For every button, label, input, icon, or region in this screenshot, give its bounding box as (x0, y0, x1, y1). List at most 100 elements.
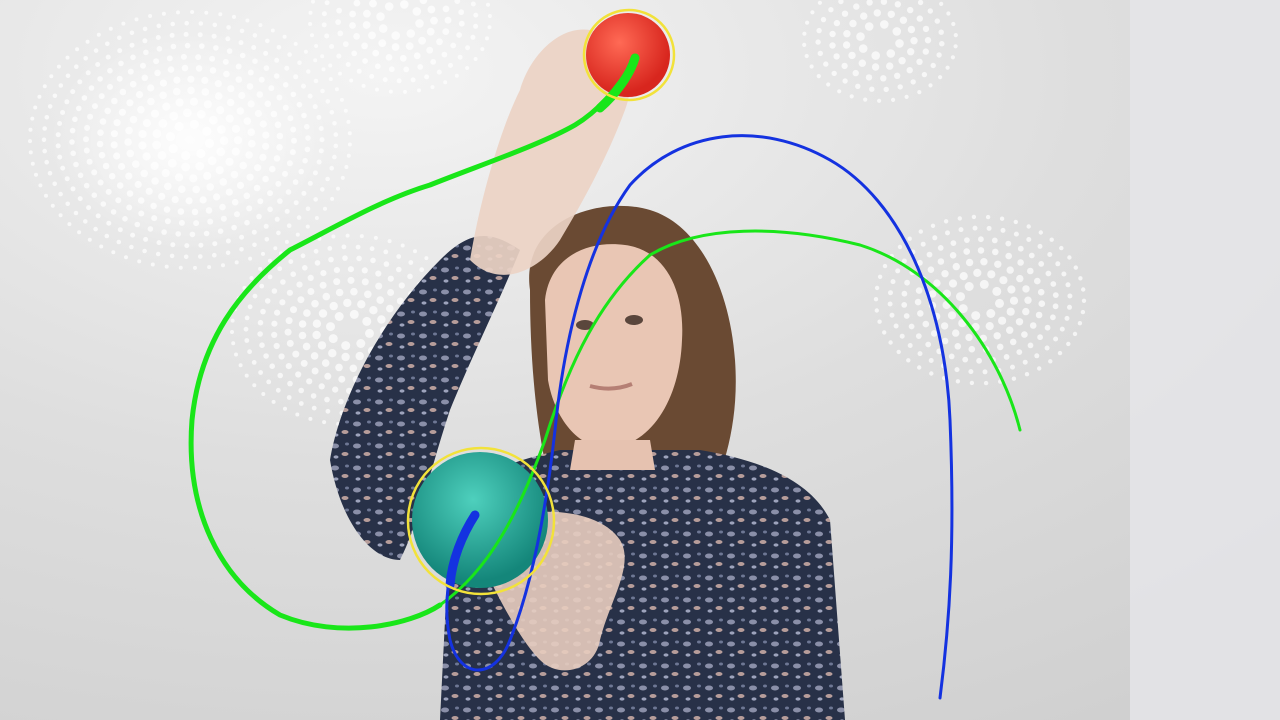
wallpaper-dot (148, 14, 153, 18)
wallpaper-dot (938, 29, 944, 35)
wallpaper-dot (311, 405, 317, 411)
wallpaper-dot (105, 188, 112, 195)
wallpaper-dot (178, 185, 186, 193)
wallpaper-dot (895, 39, 904, 48)
wallpaper-dot (204, 10, 209, 15)
wallpaper-dot (917, 259, 923, 266)
wallpaper-dot (264, 100, 272, 108)
wallpaper-dot (338, 375, 346, 383)
wallpaper-dot (1053, 336, 1059, 342)
wallpaper-dot (218, 12, 223, 17)
wallpaper-dot (333, 143, 339, 149)
wallpaper-dot (122, 216, 128, 222)
wallpaper-dot (907, 25, 916, 34)
wallpaper-dot (968, 369, 974, 375)
wallpaper-dot (130, 232, 136, 238)
wallpaper-dot (129, 80, 137, 88)
wallpaper-dot (823, 61, 829, 67)
wallpaper-dot (384, 2, 394, 11)
wallpaper-dot (373, 235, 378, 240)
wallpaper-dot (134, 221, 141, 228)
wallpaper-dot (264, 237, 270, 242)
wallpaper-dot (889, 312, 895, 318)
wallpaper-dot (290, 91, 297, 98)
wallpaper-dot (430, 85, 435, 90)
wallpaper-dot (214, 80, 222, 88)
wallpaper-dot (1067, 293, 1073, 299)
wallpaper-dot (239, 234, 245, 240)
wallpaper-dot (949, 252, 957, 259)
wallpaper-dot (247, 100, 255, 108)
wallpaper-dot (842, 78, 848, 84)
wallpaper-dot (322, 420, 327, 425)
wallpaper-dot (303, 309, 311, 317)
wallpaper-dot (92, 103, 98, 110)
wallpaper-dot (113, 152, 121, 160)
wallpaper-dot (174, 121, 184, 132)
wallpaper-dot (907, 343, 913, 348)
wallpaper-dot (169, 111, 179, 121)
wallpaper-dot (282, 104, 289, 111)
wallpaper-dot (442, 28, 450, 35)
wallpaper-dot (298, 331, 307, 340)
wallpaper-dot (1061, 271, 1067, 277)
wallpaper-dot (802, 42, 807, 48)
wallpaper-dot (195, 65, 203, 72)
wallpaper-dot (225, 188, 233, 196)
wallpaper-dot (321, 67, 326, 72)
wallpaper-dot (247, 304, 253, 310)
wallpaper-dot (290, 126, 297, 133)
wallpaper-dot (312, 319, 322, 328)
wallpaper-dot (910, 37, 918, 45)
wallpaper-dot (69, 127, 76, 134)
wallpaper-dot (124, 138, 132, 146)
wallpaper-dot (917, 310, 924, 317)
wallpaper-dot (305, 135, 311, 141)
wallpaper-dot (310, 33, 314, 38)
wallpaper-dot (217, 125, 226, 134)
wallpaper-dot (285, 189, 292, 195)
wallpaper-dot (963, 248, 970, 255)
wallpaper-dot (305, 206, 311, 212)
right-eye (625, 315, 643, 325)
wallpaper-dot (340, 175, 345, 180)
wallpaper-dot (199, 196, 207, 204)
wallpaper-dot (880, 75, 887, 82)
wallpaper-dot (349, 78, 354, 83)
wallpaper-dot (49, 74, 54, 79)
wallpaper-dot (214, 92, 223, 100)
wallpaper-dot (130, 54, 136, 61)
wallpaper-dot (276, 132, 284, 140)
wallpaper-dot (285, 363, 292, 370)
wallpaper-dot (86, 158, 93, 165)
wallpaper-dot (50, 203, 55, 208)
wallpaper-dot (410, 77, 416, 83)
wallpaper-dot (339, 97, 344, 102)
wallpaper-dot (896, 349, 901, 355)
wallpaper-dot (279, 299, 286, 306)
wallpaper-dot (70, 186, 76, 192)
wallpaper-dot (164, 218, 171, 225)
wallpaper-dot (953, 33, 958, 38)
wallpaper-dot (320, 187, 325, 192)
wallpaper-dot (216, 147, 226, 157)
wallpaper-dot (1050, 314, 1056, 321)
wallpaper-dot (293, 41, 298, 46)
wallpaper-dot (1013, 231, 1019, 237)
wallpaper-dot (231, 147, 240, 156)
wallpaper-dot (886, 62, 894, 70)
wallpaper-dot (1006, 326, 1014, 334)
wallpaper-dot (347, 266, 354, 273)
wallpaper-dot (44, 193, 48, 198)
wallpaper-dot (1067, 304, 1072, 310)
wallpaper-dot (230, 170, 239, 179)
wallpaper-dot (273, 155, 281, 162)
wallpaper-dot (412, 7, 422, 16)
wallpaper-dot (44, 159, 49, 165)
wallpaper-dot (448, 62, 453, 68)
wallpaper-dot (312, 330, 321, 340)
wallpaper-dot (320, 54, 325, 59)
wallpaper-dot (930, 62, 936, 69)
wallpaper-dot (236, 181, 245, 189)
wallpaper-dot (276, 94, 283, 101)
